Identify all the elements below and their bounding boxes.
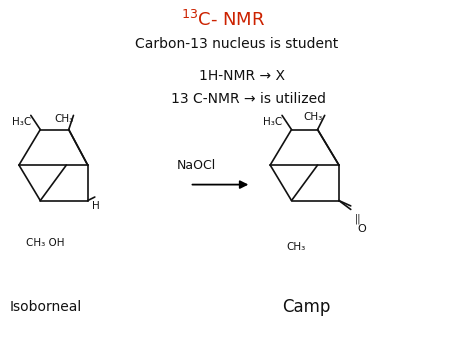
- Text: CH₃: CH₃: [303, 112, 323, 122]
- Text: CH₃ OH: CH₃ OH: [26, 238, 64, 248]
- Text: Camp: Camp: [282, 298, 330, 316]
- Text: Carbon-13 nucleus is student: Carbon-13 nucleus is student: [136, 37, 338, 51]
- Text: NaOCl: NaOCl: [177, 159, 216, 171]
- Text: CH₃: CH₃: [287, 242, 306, 252]
- Text: 13 C-NMR → is utilized: 13 C-NMR → is utilized: [171, 92, 326, 106]
- Text: O: O: [358, 224, 366, 234]
- Text: $^{13}$C- NMR: $^{13}$C- NMR: [181, 10, 265, 29]
- Text: 1H-NMR → X: 1H-NMR → X: [199, 69, 285, 83]
- Text: ||: ||: [355, 213, 361, 224]
- Text: CH₃: CH₃: [55, 114, 74, 124]
- Text: Isoborneal: Isoborneal: [9, 300, 82, 314]
- Text: H₃C: H₃C: [263, 118, 283, 127]
- Text: H₃C: H₃C: [12, 118, 31, 127]
- Text: H: H: [92, 201, 100, 211]
